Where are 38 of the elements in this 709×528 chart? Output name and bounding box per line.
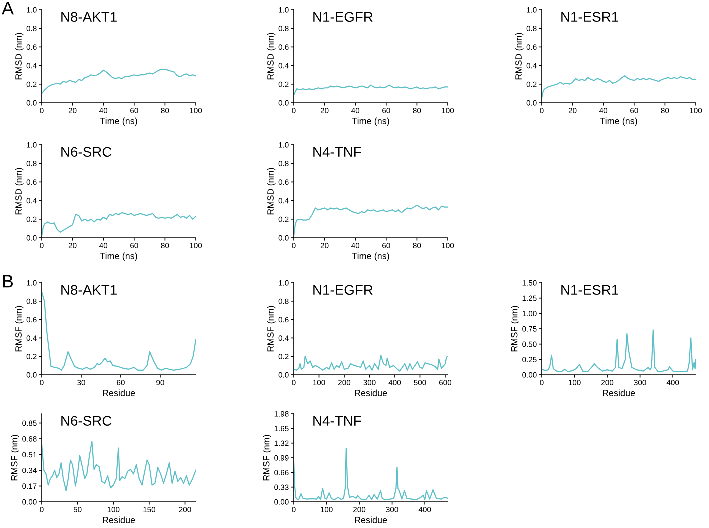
x-axis-title: Time (ns): [100, 118, 138, 126]
text: B: [3, 275, 14, 288]
line-series: [42, 441, 196, 492]
y-axis-title: RMSD (nm): [267, 168, 276, 215]
chart-title: N1-EGFR: [314, 12, 373, 22]
x-axis-title: Residue: [355, 390, 388, 396]
x-axis-title: Time (ns): [600, 118, 638, 126]
y-axis-title: RMSF (nm): [511, 306, 520, 352]
y-axis-title: RMSF (nm): [11, 435, 20, 481]
y-axis-title: RMSF (nm): [15, 306, 24, 352]
chart-title: N1-ESR1: [562, 285, 618, 296]
chart-title: N1-EGFR: [314, 285, 373, 296]
y-axis-title: RMSD (nm): [15, 33, 24, 80]
chart-title: N4-TNF: [314, 147, 362, 157]
chart-title: N1-ESR1: [562, 12, 618, 22]
y-axis-title: RMSD (nm): [515, 33, 524, 80]
chart-title: N6-SRC: [62, 147, 112, 158]
x-axis-title: Residue: [103, 390, 136, 396]
y-axis-title: RMSD (nm): [267, 33, 276, 80]
line-series: [42, 68, 196, 94]
chart-title: N6-SRC: [62, 416, 112, 426]
chart-title: N8-AKT1: [62, 12, 117, 22]
line-series: [294, 84, 448, 96]
line-series: [294, 355, 448, 372]
chart-title: N8-AKT1: [62, 285, 117, 296]
chart-title: N4-TNF: [314, 416, 362, 426]
x-axis-title: Time (ns): [352, 252, 390, 262]
y-axis-title: RMSF (nm): [267, 306, 276, 352]
x-axis-title: Residue: [355, 516, 388, 524]
y-axis-title: RMSD (nm): [15, 168, 24, 215]
x-axis-title: Time (ns): [352, 118, 390, 126]
y-axis-title: RMSF (nm): [263, 435, 272, 481]
x-axis-title: Time (ns): [100, 252, 138, 262]
text: A: [2, 2, 14, 15]
line-series: [542, 330, 696, 372]
x-axis-title: Residue: [103, 516, 136, 524]
x-axis-title: Residue: [603, 390, 636, 396]
line-series: [542, 75, 696, 99]
